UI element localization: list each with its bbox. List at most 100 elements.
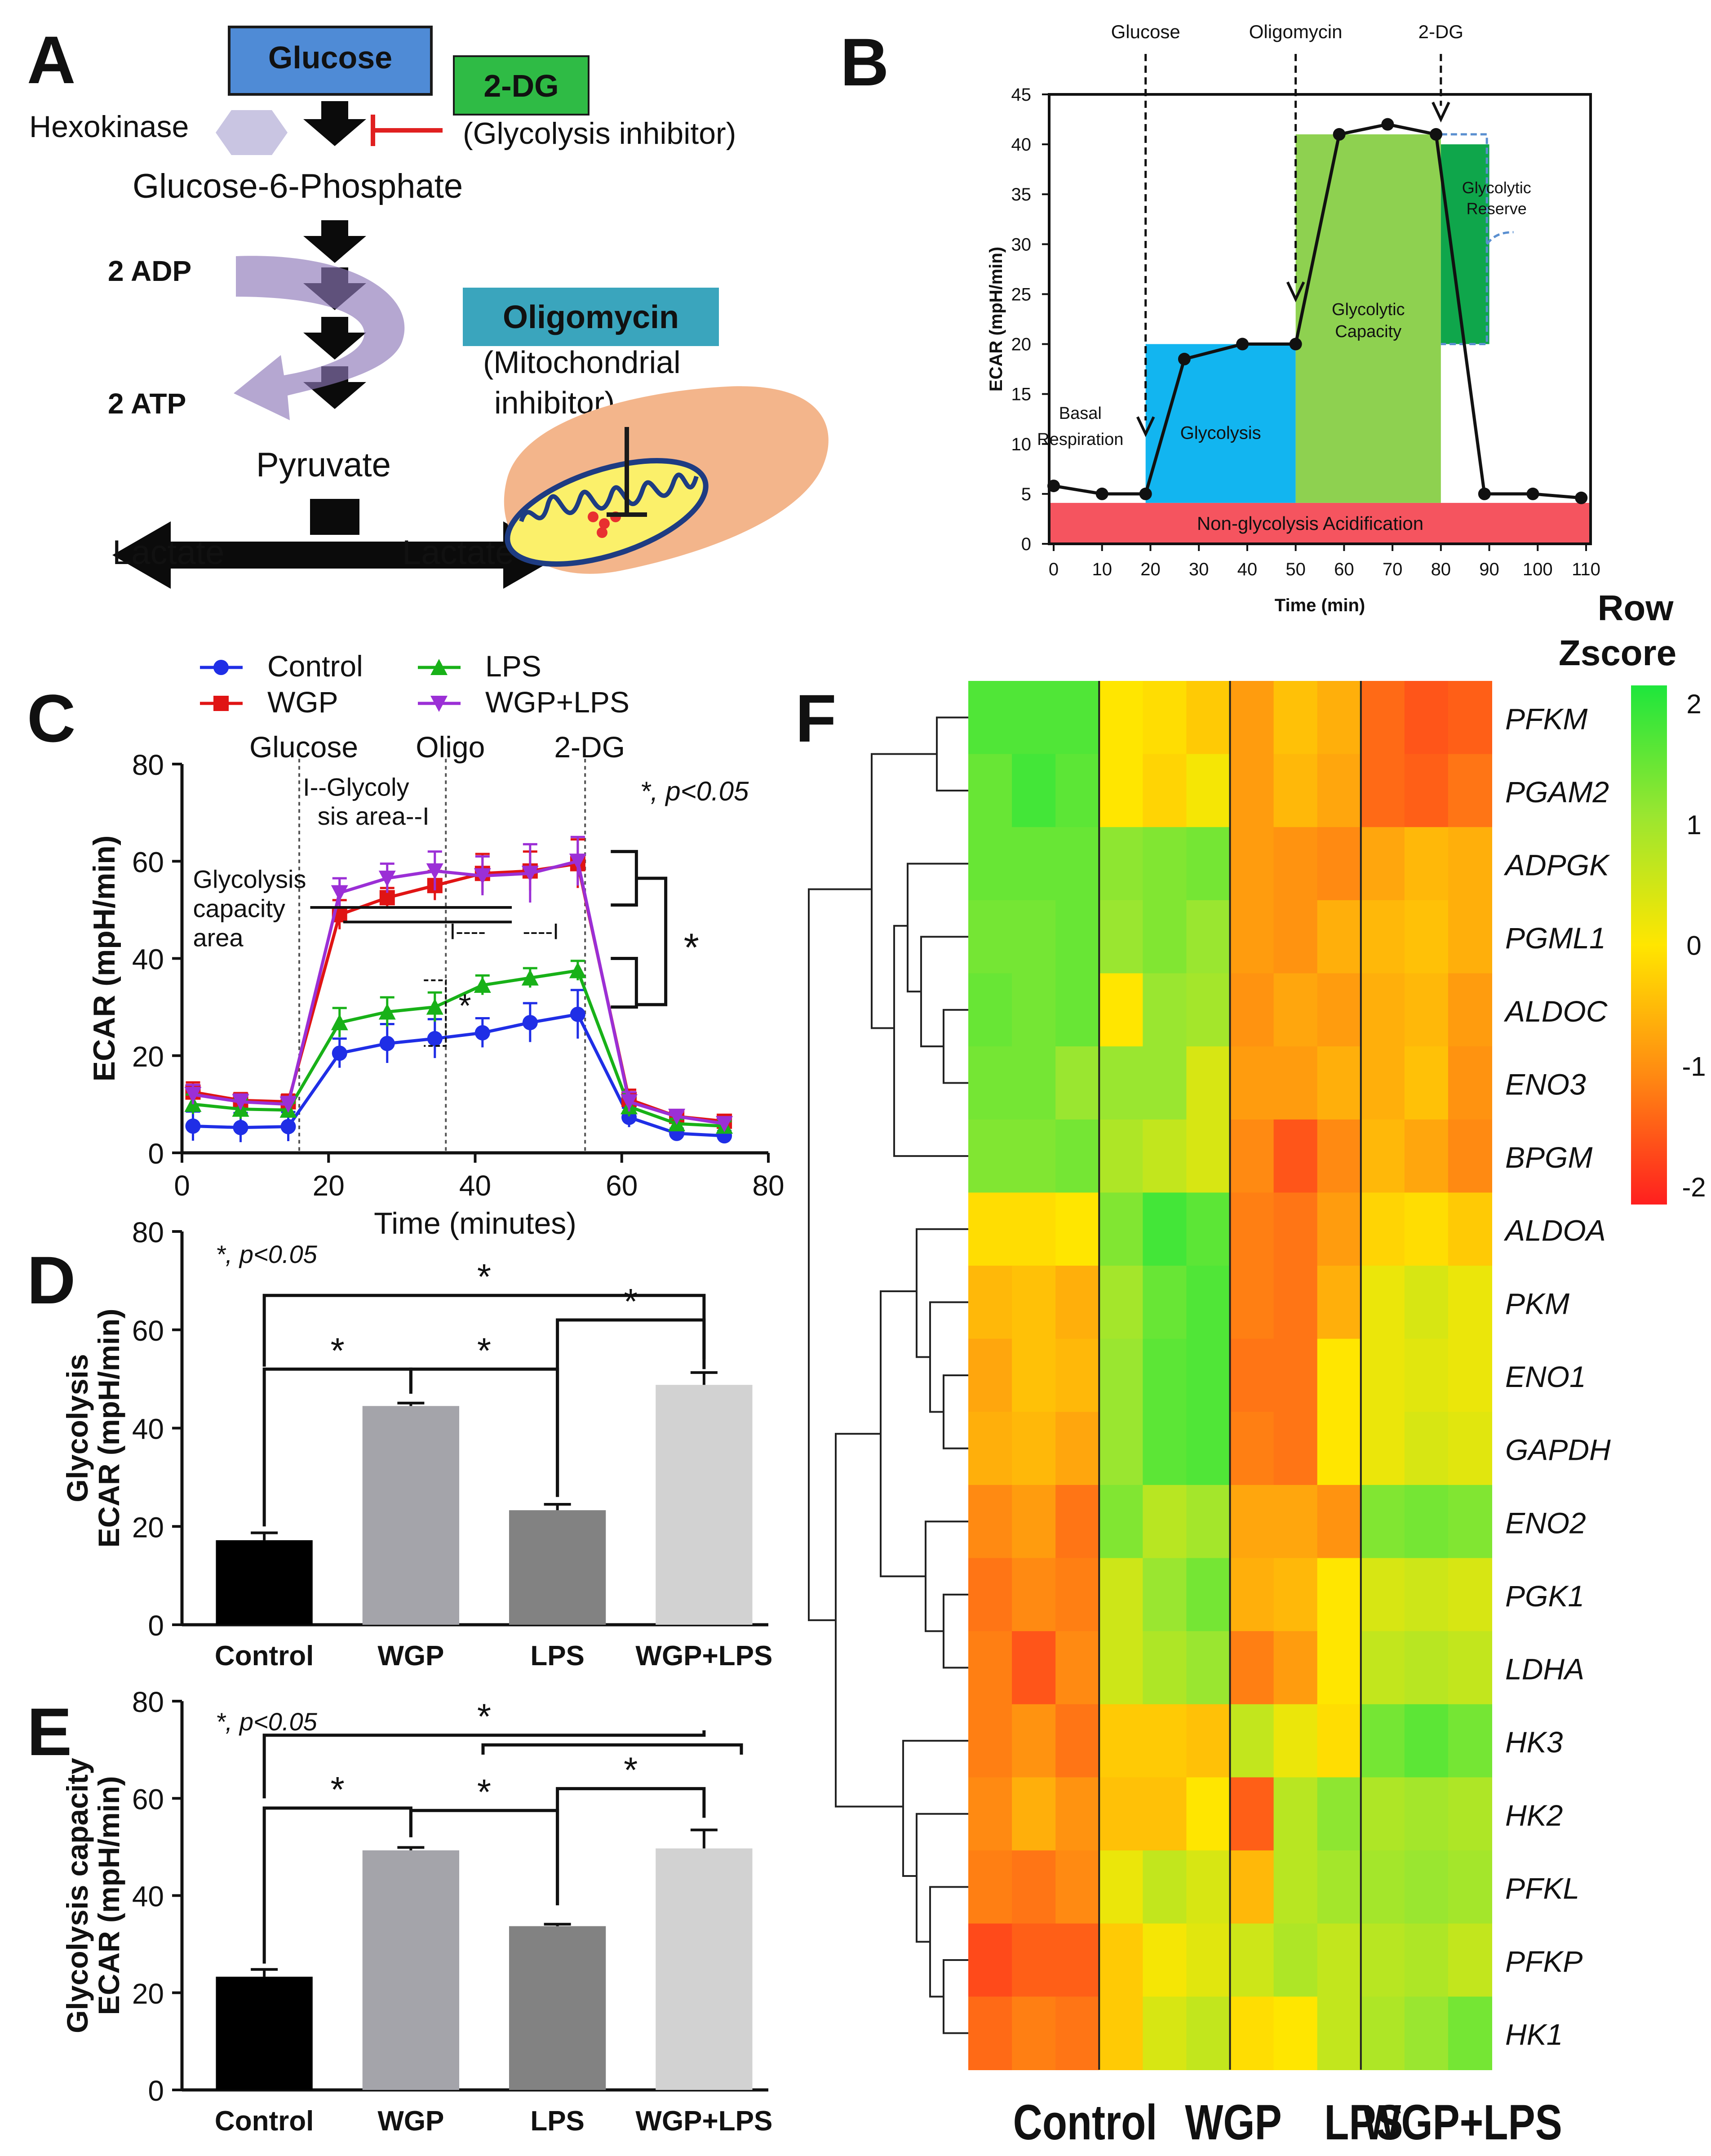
heatmap-cell bbox=[1317, 681, 1361, 755]
two-dg-box bbox=[453, 55, 590, 116]
category-label: WGP bbox=[377, 2106, 444, 2137]
heatmap-cell bbox=[1230, 1777, 1274, 1851]
heatmap-cell bbox=[1012, 1996, 1056, 2070]
adp-atp-curved-arrow-icon bbox=[234, 256, 405, 420]
column-group-label: Control bbox=[1013, 2095, 1157, 2150]
basal-label-2: Respiration bbox=[1037, 430, 1123, 449]
panel-f: F PFKM PGAM2 ADPGK PGML1 ALDOC ENO3 BPGM ALDOA P… bbox=[795, 588, 1706, 2150]
glycolysis-dash-right: ----I bbox=[523, 919, 559, 944]
injection-arrow-icon bbox=[1136, 416, 1155, 437]
y-tick-label: 20 bbox=[132, 1040, 164, 1073]
heatmap-cell bbox=[1012, 1777, 1056, 1851]
heatmap-cell bbox=[1404, 827, 1449, 901]
point-lps bbox=[426, 998, 443, 1015]
heatmap-cell bbox=[1143, 1266, 1187, 1339]
glycolysis-dash-left: I---- bbox=[449, 919, 486, 944]
heatmap-cell bbox=[1055, 1412, 1100, 1485]
heatmap-cell bbox=[968, 1996, 1013, 2070]
point-wgplps bbox=[184, 1087, 202, 1103]
heatmap-cell bbox=[1448, 1412, 1492, 1485]
panel-a: A Glucose 2-DG (Glycolysis inhibitor) He… bbox=[27, 22, 829, 589]
x-axis-label: Time (minutes) bbox=[374, 1206, 576, 1240]
ecar-point bbox=[1430, 128, 1443, 141]
ecar-point bbox=[1047, 480, 1060, 493]
heatmap-cell bbox=[968, 1192, 1013, 1267]
ecar-point bbox=[1478, 487, 1491, 500]
arrow-down-icon bbox=[303, 101, 366, 146]
heatmap-cell bbox=[1361, 1338, 1405, 1413]
injection-label: Oligo bbox=[416, 730, 485, 764]
row-label-GAPDH: GAPDH bbox=[1505, 1433, 1611, 1467]
heatmap-cell bbox=[1186, 754, 1231, 828]
heatmap-cell bbox=[1404, 1923, 1449, 1997]
panel-b: B 0 5 10 15 20 25 30 35 40 45 0 10 20 30 40 50 60 70 80 90 1… bbox=[840, 21, 1600, 615]
category-label: WGP bbox=[377, 1640, 444, 1671]
nonglycolysis-region bbox=[1049, 502, 1591, 543]
heatmap-cell bbox=[1143, 1558, 1187, 1632]
heatmap-cell bbox=[1230, 1412, 1274, 1485]
point-wgplps bbox=[331, 885, 348, 902]
heatmap-cell bbox=[1099, 900, 1144, 974]
y-tick-label: 0 bbox=[1021, 534, 1031, 554]
heatmap-cell bbox=[1230, 1631, 1274, 1705]
significance-star: * bbox=[477, 1330, 491, 1370]
y-tick-label: 15 bbox=[1011, 385, 1032, 405]
heatmap-cell bbox=[1055, 1923, 1100, 1997]
dendrogram-branch bbox=[943, 1959, 968, 2034]
row-label-PFKP: PFKP bbox=[1505, 1945, 1582, 1978]
point-control bbox=[570, 1006, 585, 1022]
series-line-0 bbox=[193, 1012, 725, 1138]
heatmap-cell bbox=[1404, 1412, 1449, 1485]
dendrogram-branch bbox=[902, 1740, 968, 1877]
heatmap-cell bbox=[1230, 827, 1274, 901]
y-tick-label: 80 bbox=[132, 1686, 164, 1718]
pvalue-label: *, p<0.05 bbox=[216, 1240, 318, 1268]
heatmap-cell bbox=[1230, 1558, 1274, 1632]
heatmap-cell bbox=[1230, 681, 1274, 755]
oligomycin-label: Oligomycin bbox=[503, 299, 679, 335]
point-lps bbox=[331, 1014, 348, 1031]
heatmap-cell bbox=[1012, 827, 1056, 901]
x-tick-label: 10 bbox=[1092, 560, 1112, 579]
colorkey-gradient bbox=[1631, 685, 1667, 1205]
heatmap-cell bbox=[1143, 1046, 1187, 1120]
y-tick-label: 0 bbox=[148, 1138, 164, 1170]
bar-WGP bbox=[362, 1850, 460, 2090]
heatmap-cell bbox=[1055, 1631, 1100, 1705]
heatmap-cell bbox=[1143, 1485, 1187, 1559]
colorkey-tick: 0 bbox=[1686, 931, 1701, 961]
row-label-PFKM: PFKM bbox=[1505, 702, 1587, 735]
upper-bracket bbox=[611, 850, 638, 907]
heatmap-cell bbox=[1055, 681, 1100, 755]
legend-label-1: WGP bbox=[267, 685, 338, 719]
y-axis-label: ECAR (mpH/min) bbox=[87, 836, 121, 1082]
heatmap-cell bbox=[968, 1850, 1013, 1924]
colorkey-tick: -2 bbox=[1682, 1172, 1706, 1202]
heatmap-cell bbox=[1012, 754, 1056, 828]
x-tick-label: 50 bbox=[1285, 560, 1306, 579]
category-label: Control bbox=[215, 2106, 314, 2137]
heatmap-cell bbox=[1143, 827, 1187, 901]
significance-star: * bbox=[477, 1257, 491, 1297]
heatmap-cell bbox=[1099, 1850, 1144, 1924]
heatmap-cell bbox=[968, 900, 1013, 974]
heatmap-cell bbox=[1186, 1192, 1231, 1267]
heatmap-cell bbox=[1273, 1777, 1318, 1851]
dendrogram-branch bbox=[916, 1813, 968, 1943]
y-tick-label: 20 bbox=[1011, 335, 1032, 355]
series-line-1 bbox=[192, 862, 725, 1123]
bar-WGP bbox=[362, 1406, 460, 1625]
heatmap-cell bbox=[1186, 1412, 1231, 1485]
dendrogram-branch bbox=[943, 1374, 968, 1449]
x-tick-label: 0 bbox=[1049, 560, 1059, 579]
heatmap-cell bbox=[1012, 1412, 1056, 1485]
heatmap-cell bbox=[1273, 1119, 1318, 1193]
heatmap-cell bbox=[1448, 1192, 1492, 1267]
heatmap-cell bbox=[1273, 1046, 1318, 1120]
heatmap-cell bbox=[968, 1119, 1013, 1193]
heatmap-cell bbox=[1273, 1558, 1318, 1632]
heatmap-cell bbox=[1404, 1850, 1449, 1924]
y-tick-label: 40 bbox=[132, 1880, 164, 1913]
capacity-area-label-3: area bbox=[193, 923, 244, 951]
heatmap-cell bbox=[1317, 1850, 1361, 1924]
